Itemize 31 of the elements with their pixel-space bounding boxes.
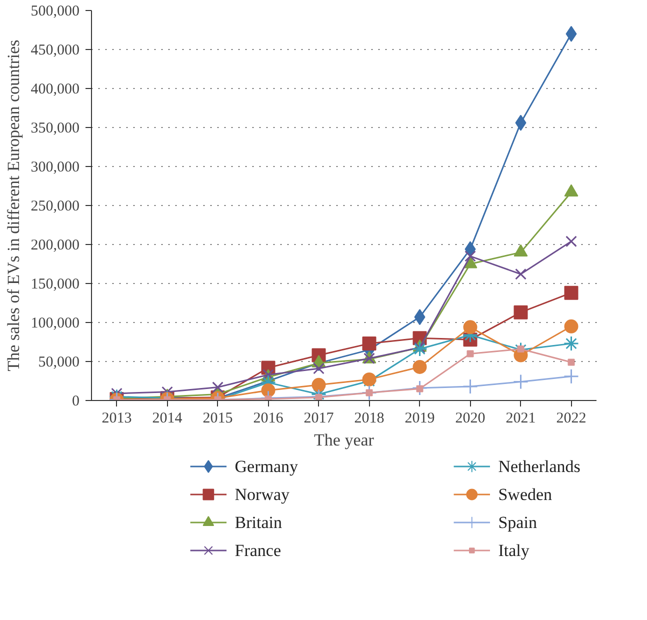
y-axis-title: The sales of EVs in different European countries xyxy=(4,40,23,372)
y-tick-label: 300,000 xyxy=(30,160,80,176)
y-tick-label: 250,000 xyxy=(30,198,80,214)
y-tick-label: 0 xyxy=(72,394,80,410)
y-tick-label: 450,000 xyxy=(30,42,80,58)
x-tick-label: 2017 xyxy=(304,410,334,426)
y-tick-label: 200,000 xyxy=(30,238,80,254)
legend-label: Sweden xyxy=(498,485,553,504)
x-tick-label: 2013 xyxy=(102,410,132,426)
y-tick-label: 500,000 xyxy=(30,4,80,20)
y-tick-label: 50,000 xyxy=(38,354,80,370)
legend-label: Germany xyxy=(234,457,299,476)
legend-label: Britain xyxy=(234,513,282,532)
x-tick-label: 2019 xyxy=(404,410,435,426)
x-tick-label: 2015 xyxy=(202,410,233,426)
x-tick-label: 2020 xyxy=(455,410,486,426)
legend-label: Netherlands xyxy=(498,457,580,476)
x-tick-label: 2016 xyxy=(253,410,284,426)
x-axis-title: The year xyxy=(314,430,374,450)
x-tick-label: 2018 xyxy=(354,410,384,426)
y-tick-label: 350,000 xyxy=(30,120,80,136)
y-tick-label: 150,000 xyxy=(30,276,80,292)
legend-label: Norway xyxy=(234,485,290,504)
y-tick-label: 400,000 xyxy=(30,82,80,98)
legend-label: Italy xyxy=(498,541,530,560)
y-tick-label: 100,000 xyxy=(30,316,80,332)
x-tick-label: 2014 xyxy=(152,410,183,426)
legend-label: France xyxy=(234,541,282,560)
x-tick-label: 2021 xyxy=(506,410,536,426)
legend-label: Spain xyxy=(498,513,538,532)
x-tick-label: 2022 xyxy=(556,410,586,426)
